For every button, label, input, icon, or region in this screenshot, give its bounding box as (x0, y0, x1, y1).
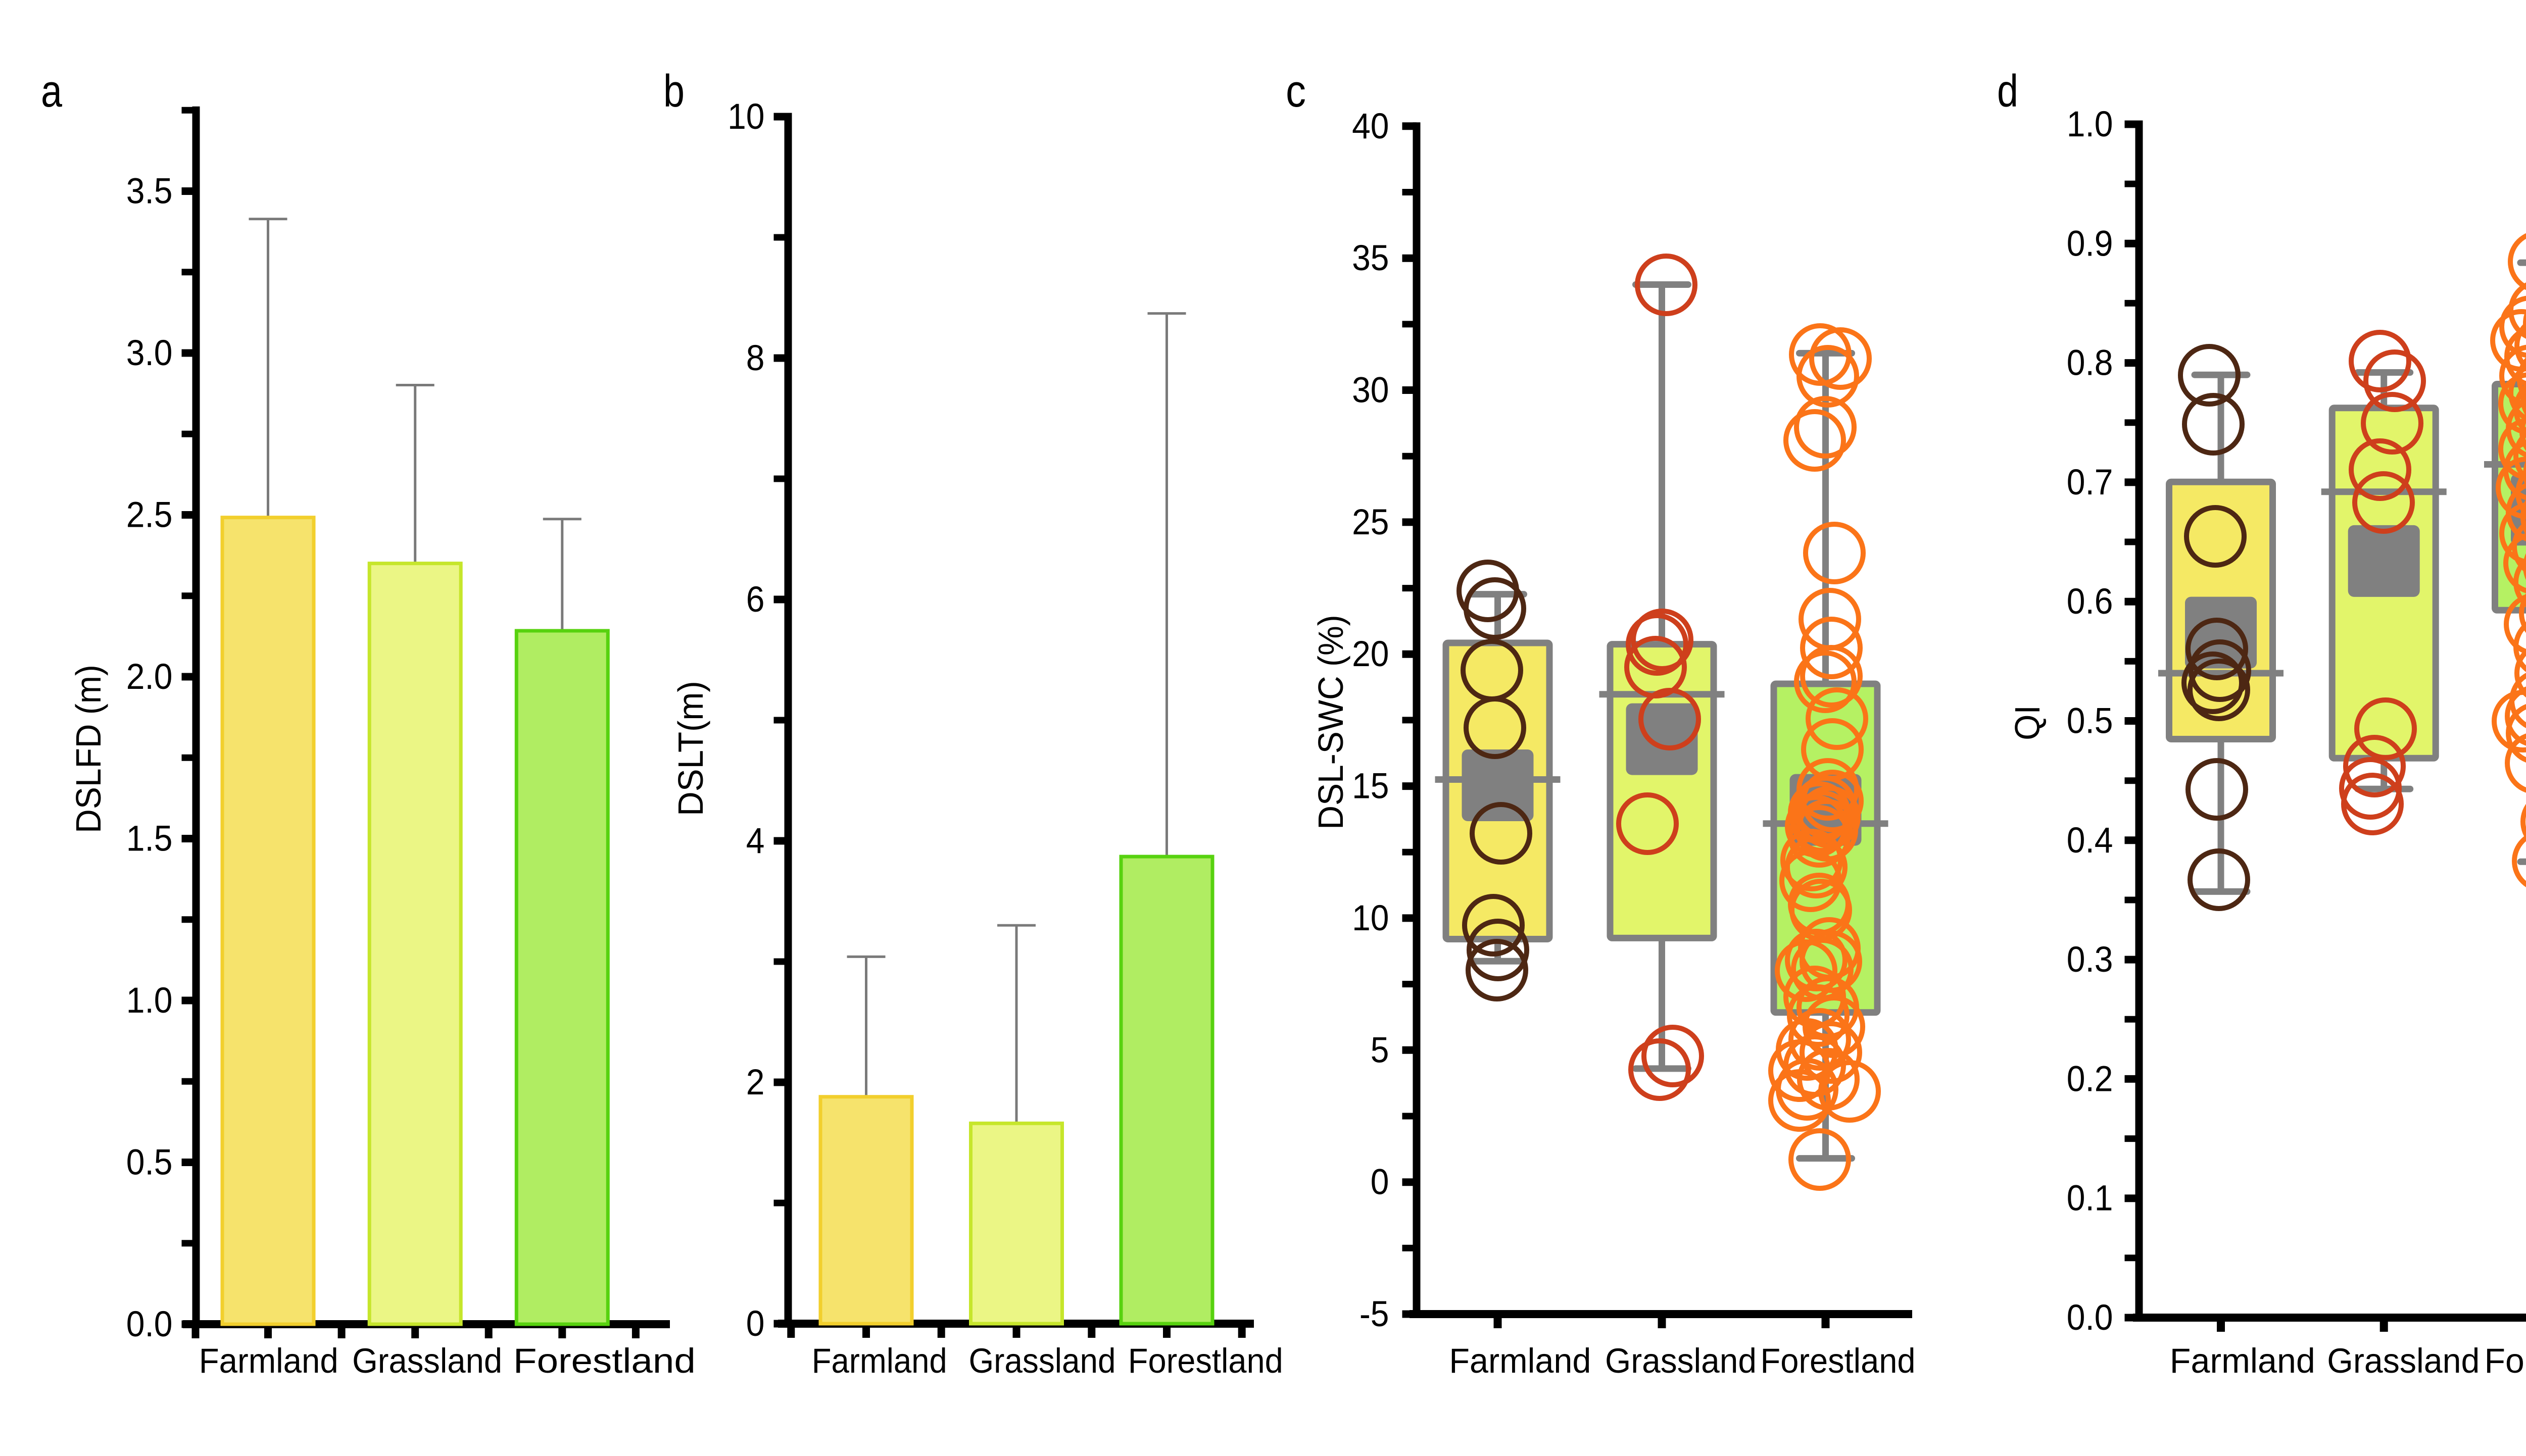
svg-text:0.8: 0.8 (2067, 343, 2113, 383)
svg-text:QI: QI (2008, 705, 2047, 740)
svg-text:0.1: 0.1 (2067, 1179, 2113, 1219)
svg-text:1.5: 1.5 (126, 819, 173, 859)
svg-text:-5: -5 (1359, 1294, 1389, 1334)
svg-text:Farmland: Farmland (1449, 1341, 1591, 1380)
svg-text:2: 2 (746, 1063, 765, 1102)
svg-text:Forestland: Forestland (1761, 1341, 1916, 1380)
svg-text:Farmland: Farmland (2170, 1341, 2315, 1380)
svg-text:0.7: 0.7 (2067, 463, 2113, 503)
svg-text:25: 25 (1352, 503, 1389, 542)
svg-text:0: 0 (746, 1304, 765, 1344)
svg-text:0.3: 0.3 (2067, 940, 2113, 980)
svg-text:Forestland: Forestland (513, 1341, 696, 1380)
svg-text:15: 15 (1352, 767, 1389, 807)
svg-text:10: 10 (1352, 898, 1389, 938)
svg-text:8: 8 (746, 338, 765, 378)
svg-text:3.0: 3.0 (126, 333, 173, 373)
svg-text:Grassland: Grassland (352, 1341, 502, 1380)
svg-text:30: 30 (1352, 371, 1389, 411)
svg-text:a: a (41, 66, 63, 117)
svg-text:10: 10 (727, 97, 764, 137)
svg-text:3.5: 3.5 (126, 172, 173, 212)
svg-text:0.9: 0.9 (2067, 224, 2113, 264)
svg-text:DSL-SWC (%): DSL-SWC (%) (1311, 615, 1350, 829)
svg-text:b: b (663, 66, 685, 117)
svg-text:Forestland: Forestland (1128, 1341, 1283, 1380)
svg-text:0.5: 0.5 (2067, 701, 2113, 741)
svg-text:Forestland: Forestland (2485, 1341, 2526, 1380)
svg-text:d: d (1997, 66, 2018, 117)
svg-text:2.0: 2.0 (126, 657, 173, 697)
svg-text:0.2: 0.2 (2067, 1059, 2113, 1099)
svg-text:20: 20 (1352, 634, 1389, 674)
svg-text:40: 40 (1352, 107, 1389, 146)
svg-text:DSLFD (m): DSLFD (m) (69, 665, 108, 833)
svg-text:0.0: 0.0 (2067, 1298, 2113, 1338)
svg-text:0.5: 0.5 (126, 1143, 173, 1183)
svg-text:Grassland: Grassland (2327, 1341, 2480, 1380)
svg-text:Grassland: Grassland (969, 1341, 1116, 1380)
svg-text:6: 6 (746, 580, 765, 620)
svg-text:4: 4 (746, 821, 765, 861)
svg-text:0.6: 0.6 (2067, 582, 2113, 622)
svg-text:DSLT(m): DSLT(m) (671, 681, 710, 816)
svg-text:c: c (1286, 66, 1306, 117)
svg-text:1.0: 1.0 (2067, 105, 2113, 144)
svg-text:0: 0 (1371, 1163, 1389, 1202)
svg-text:0.0: 0.0 (126, 1304, 173, 1344)
svg-text:1.0: 1.0 (126, 981, 173, 1021)
svg-text:5: 5 (1371, 1030, 1389, 1070)
svg-text:Farmland: Farmland (812, 1341, 947, 1380)
svg-text:Farmland: Farmland (199, 1341, 338, 1380)
svg-text:0.4: 0.4 (2067, 821, 2113, 861)
svg-text:Grassland: Grassland (1605, 1341, 1757, 1380)
svg-text:35: 35 (1352, 238, 1389, 278)
svg-text:2.5: 2.5 (126, 495, 173, 535)
